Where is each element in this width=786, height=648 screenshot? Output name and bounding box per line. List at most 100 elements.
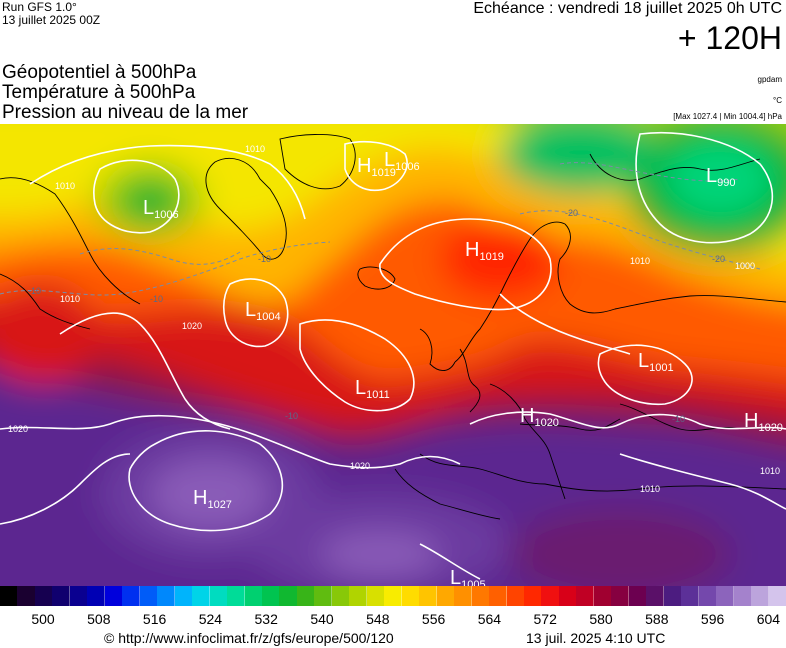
pressure-center-l1011: L1011 xyxy=(355,377,390,401)
isobar-label: 1010 xyxy=(760,466,780,476)
pressure-center-l990: L990 xyxy=(706,165,735,189)
color-swatch xyxy=(436,586,455,606)
temperature-label: -20 xyxy=(565,208,578,218)
color-swatch xyxy=(454,586,473,606)
color-swatch xyxy=(628,586,647,606)
pressure-center-h1020-east: H1020 xyxy=(744,410,783,434)
color-scale-tick: 548 xyxy=(366,611,390,627)
temperature-label: -10 xyxy=(28,286,41,296)
pressure-center-l1001: L1001 xyxy=(638,350,674,374)
run-name: Run GFS 1.0° xyxy=(2,0,77,14)
color-swatch xyxy=(69,586,88,606)
color-swatch xyxy=(541,586,560,606)
color-swatch xyxy=(751,586,770,606)
color-scale-tick: 516 xyxy=(142,611,167,627)
color-swatch xyxy=(506,586,525,606)
color-swatch xyxy=(576,586,595,606)
color-swatch xyxy=(244,586,263,606)
color-scale-tick: 524 xyxy=(198,611,223,627)
pressure-center-l1004: L1004 xyxy=(245,299,281,323)
color-swatch xyxy=(489,586,508,606)
color-swatch xyxy=(698,586,717,606)
color-swatch xyxy=(279,586,298,606)
color-scale-tick: 540 xyxy=(310,611,334,627)
isobar-label: 1010 xyxy=(640,484,660,494)
weather-map: H1019 L1006 L1006 L990 H1019 L1004 L1011… xyxy=(0,124,786,586)
isobar-label: 1020 xyxy=(350,461,370,471)
pressure-center-l1006-west: L1006 xyxy=(143,197,179,221)
source-url: © http://www.infoclimat.fr/z/gfs/europe/… xyxy=(104,630,394,646)
color-swatch xyxy=(174,586,193,606)
color-scale-tick: 508 xyxy=(87,611,111,627)
color-swatch xyxy=(524,586,543,606)
isobar-label: 1010 xyxy=(60,294,80,304)
pressure-centers: H1019 L1006 L1006 L990 H1019 L1004 L1011… xyxy=(143,149,783,586)
isobar-label: 1020 xyxy=(8,424,28,434)
isobars xyxy=(0,131,786,580)
color-scale-ticks: 500 508 516 524 532 540 548 556 564 572 580 588 596 6… xyxy=(0,608,786,630)
temperature-labels: -20 -20 -10 -10 -10 -10 -10 xyxy=(28,208,725,424)
forecast-valid-time: Echéance : vendredi 18 juillet 2025 0h U… xyxy=(473,0,782,17)
color-swatch xyxy=(0,586,19,606)
color-swatch xyxy=(646,586,665,606)
color-swatch xyxy=(733,586,752,606)
pressure-center-l1005: L1005 xyxy=(450,567,486,586)
pressure-center-h1019-europe: H1019 xyxy=(465,239,504,263)
color-scale xyxy=(0,586,786,608)
forecast-hour: + 120H xyxy=(677,20,782,56)
color-swatch xyxy=(209,586,228,606)
color-scale-tick: 556 xyxy=(421,611,446,627)
pressure-center-h1019-north: H1019 xyxy=(357,155,396,179)
color-swatch xyxy=(419,586,438,606)
color-scale-tick: 564 xyxy=(477,611,502,627)
temperature-label: -10 xyxy=(258,254,271,264)
temperature-label: -10 xyxy=(285,411,298,421)
color-swatch xyxy=(593,586,612,606)
isobar-label: 1000 xyxy=(735,261,755,271)
color-swatch xyxy=(52,586,71,606)
color-scale-tick: 580 xyxy=(589,611,613,627)
pressure-center-h1027: H1027 xyxy=(193,487,232,511)
isobar-labels: 1010 1010 1010 1020 1020 1020 1010 1010 … xyxy=(8,144,780,494)
color-swatch xyxy=(663,586,682,606)
color-swatch xyxy=(471,586,490,606)
color-swatch xyxy=(157,586,176,606)
color-swatch xyxy=(104,586,123,606)
unit-temperature: °C xyxy=(773,96,782,105)
run-date: 13 juillet 2025 00Z xyxy=(2,13,101,27)
layer-label-geopotential: Géopotentiel à 500hPa xyxy=(2,62,197,83)
color-swatch xyxy=(87,586,106,606)
color-swatch xyxy=(384,586,403,606)
pressure-center-l1006-north: L1006 xyxy=(384,149,420,173)
color-scale-tick: 596 xyxy=(700,611,725,627)
unit-geopotential: gpdam xyxy=(757,75,782,84)
color-swatch xyxy=(349,586,368,606)
color-swatch xyxy=(262,586,281,606)
color-scale-tick: 604 xyxy=(756,611,781,627)
geopotential-field xyxy=(0,124,786,586)
color-scale-tick: 588 xyxy=(645,611,669,627)
color-swatch xyxy=(296,586,315,606)
color-swatch xyxy=(314,586,333,606)
color-swatch xyxy=(227,586,246,606)
temperature-label: -10 xyxy=(672,414,685,424)
color-swatch xyxy=(716,586,735,606)
isobar-label: 1010 xyxy=(245,144,265,154)
color-swatch xyxy=(366,586,385,606)
color-swatch xyxy=(122,586,141,606)
color-scale-tick: 572 xyxy=(533,611,557,627)
pressure-center-h1020-med: H1020 xyxy=(520,405,559,429)
isobar-label: 1010 xyxy=(630,256,650,266)
color-swatch xyxy=(139,586,158,606)
color-scale-tick: 532 xyxy=(254,611,278,627)
isotherms xyxy=(0,162,761,296)
color-swatch xyxy=(17,586,36,606)
color-scale-tick: 500 xyxy=(31,611,55,627)
layer-label-pressure: Pression au niveau de la mer xyxy=(2,102,249,123)
isobar-label: 1010 xyxy=(55,181,75,191)
temperature-label: -20 xyxy=(712,254,725,264)
color-swatch xyxy=(681,586,700,606)
layer-label-temperature: Température à 500hPa xyxy=(2,82,196,103)
color-swatch xyxy=(331,586,350,606)
generated-time: 13 juil. 2025 4:10 UTC xyxy=(526,630,666,646)
